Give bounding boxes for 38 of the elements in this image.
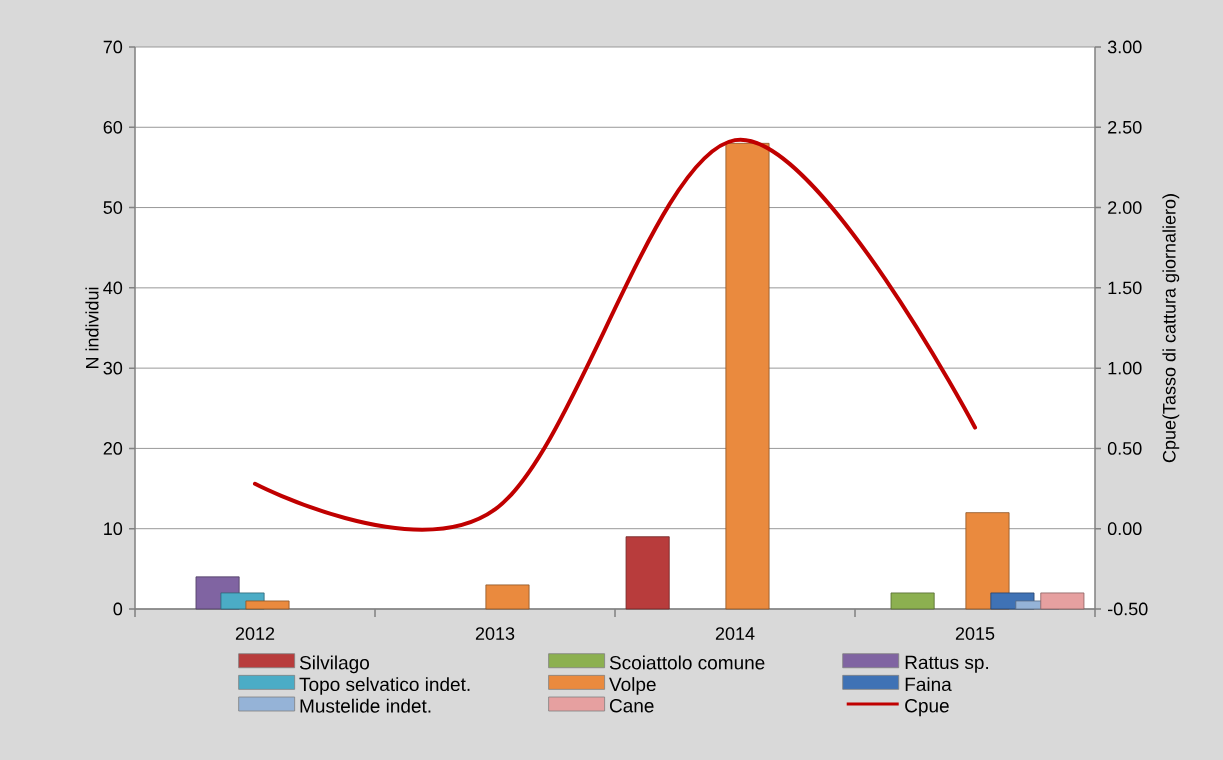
x-tick-label: 2014	[715, 627, 755, 640]
bar	[485, 584, 530, 610]
y2-tick-label: 2.00	[1108, 201, 1142, 214]
x-tick-label: 2012	[235, 627, 275, 640]
legend-label: Cpue	[905, 699, 949, 717]
y-tick-label: 50	[103, 201, 123, 214]
y-tick-label: 10	[104, 522, 123, 536]
y2-axis-title: Cpue(Tasso di cattura giornaliero)	[1162, 194, 1180, 463]
y-axis-title: N individui	[85, 287, 99, 369]
y-tick-label: 0	[113, 602, 123, 616]
y2-tick-label: 3.00	[1107, 40, 1142, 54]
y2-tick-label: 1.50	[1108, 281, 1142, 295]
legend-label: Scoiattolo comune	[609, 655, 765, 670]
bar	[725, 142, 770, 610]
y-tick-label: 20	[103, 442, 123, 455]
bar	[965, 512, 1010, 610]
y2-tick-label: 2.50	[1108, 120, 1142, 134]
bar	[1040, 592, 1085, 610]
legend-label: Rattus sp.	[905, 655, 988, 673]
legend-label: Mustelide indet.	[300, 698, 431, 713]
bar	[625, 536, 670, 610]
x-tick-label: 2015	[955, 627, 995, 640]
y-tick-label: 30	[103, 361, 123, 375]
legend-label: Volpe	[609, 677, 656, 695]
y2-tick-label: 0.00	[1107, 522, 1142, 536]
legend-label: Silvilago	[299, 655, 369, 674]
y2-tick-label: 0.50	[1107, 442, 1142, 455]
bar	[245, 600, 290, 610]
y2-tick-label: -0.50	[1108, 602, 1148, 616]
y-tick-label: 40	[103, 281, 123, 295]
x-tick-label: 2013	[475, 627, 515, 640]
bar	[890, 592, 935, 610]
y2-tick-label: 1.00	[1108, 361, 1142, 375]
y-tick-label: 60	[103, 120, 123, 134]
legend-label: Cane	[609, 699, 654, 713]
legend-label: Faina	[905, 677, 952, 692]
legend-label: Topo selvatico indet.	[299, 677, 470, 695]
y-tick-label: 70	[103, 40, 123, 54]
